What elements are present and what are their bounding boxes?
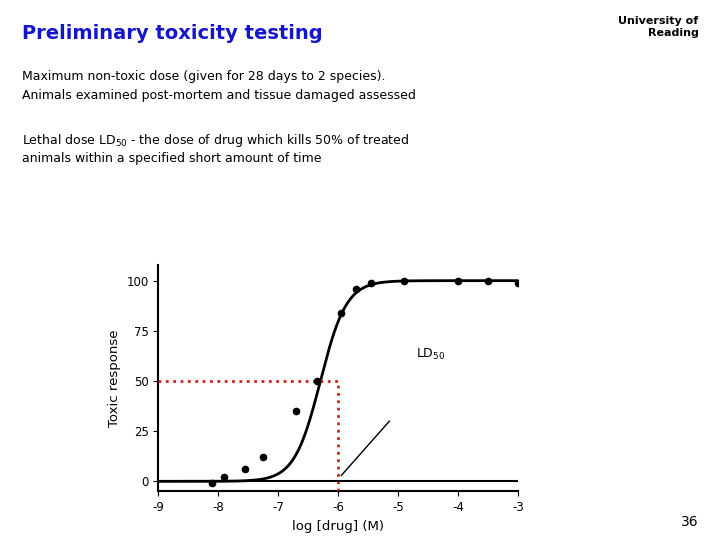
Text: LD$_{50}$: LD$_{50}$ bbox=[416, 347, 446, 362]
Y-axis label: Toxic response: Toxic response bbox=[108, 329, 121, 427]
Text: Preliminary toxicity testing: Preliminary toxicity testing bbox=[22, 24, 323, 43]
Text: University of
Reading: University of Reading bbox=[618, 16, 698, 38]
X-axis label: log [drug] (M): log [drug] (M) bbox=[292, 519, 384, 532]
Text: Maximum non-toxic dose (given for 28 days to 2 species).: Maximum non-toxic dose (given for 28 day… bbox=[22, 70, 385, 83]
Text: Lethal dose LD$_{50}$ - the dose of drug which kills 50% of treated: Lethal dose LD$_{50}$ - the dose of drug… bbox=[22, 132, 409, 149]
Text: animals within a specified short amount of time: animals within a specified short amount … bbox=[22, 152, 321, 165]
Text: 36: 36 bbox=[681, 515, 698, 529]
Text: Animals examined post-mortem and tissue damaged assessed: Animals examined post-mortem and tissue … bbox=[22, 89, 415, 102]
